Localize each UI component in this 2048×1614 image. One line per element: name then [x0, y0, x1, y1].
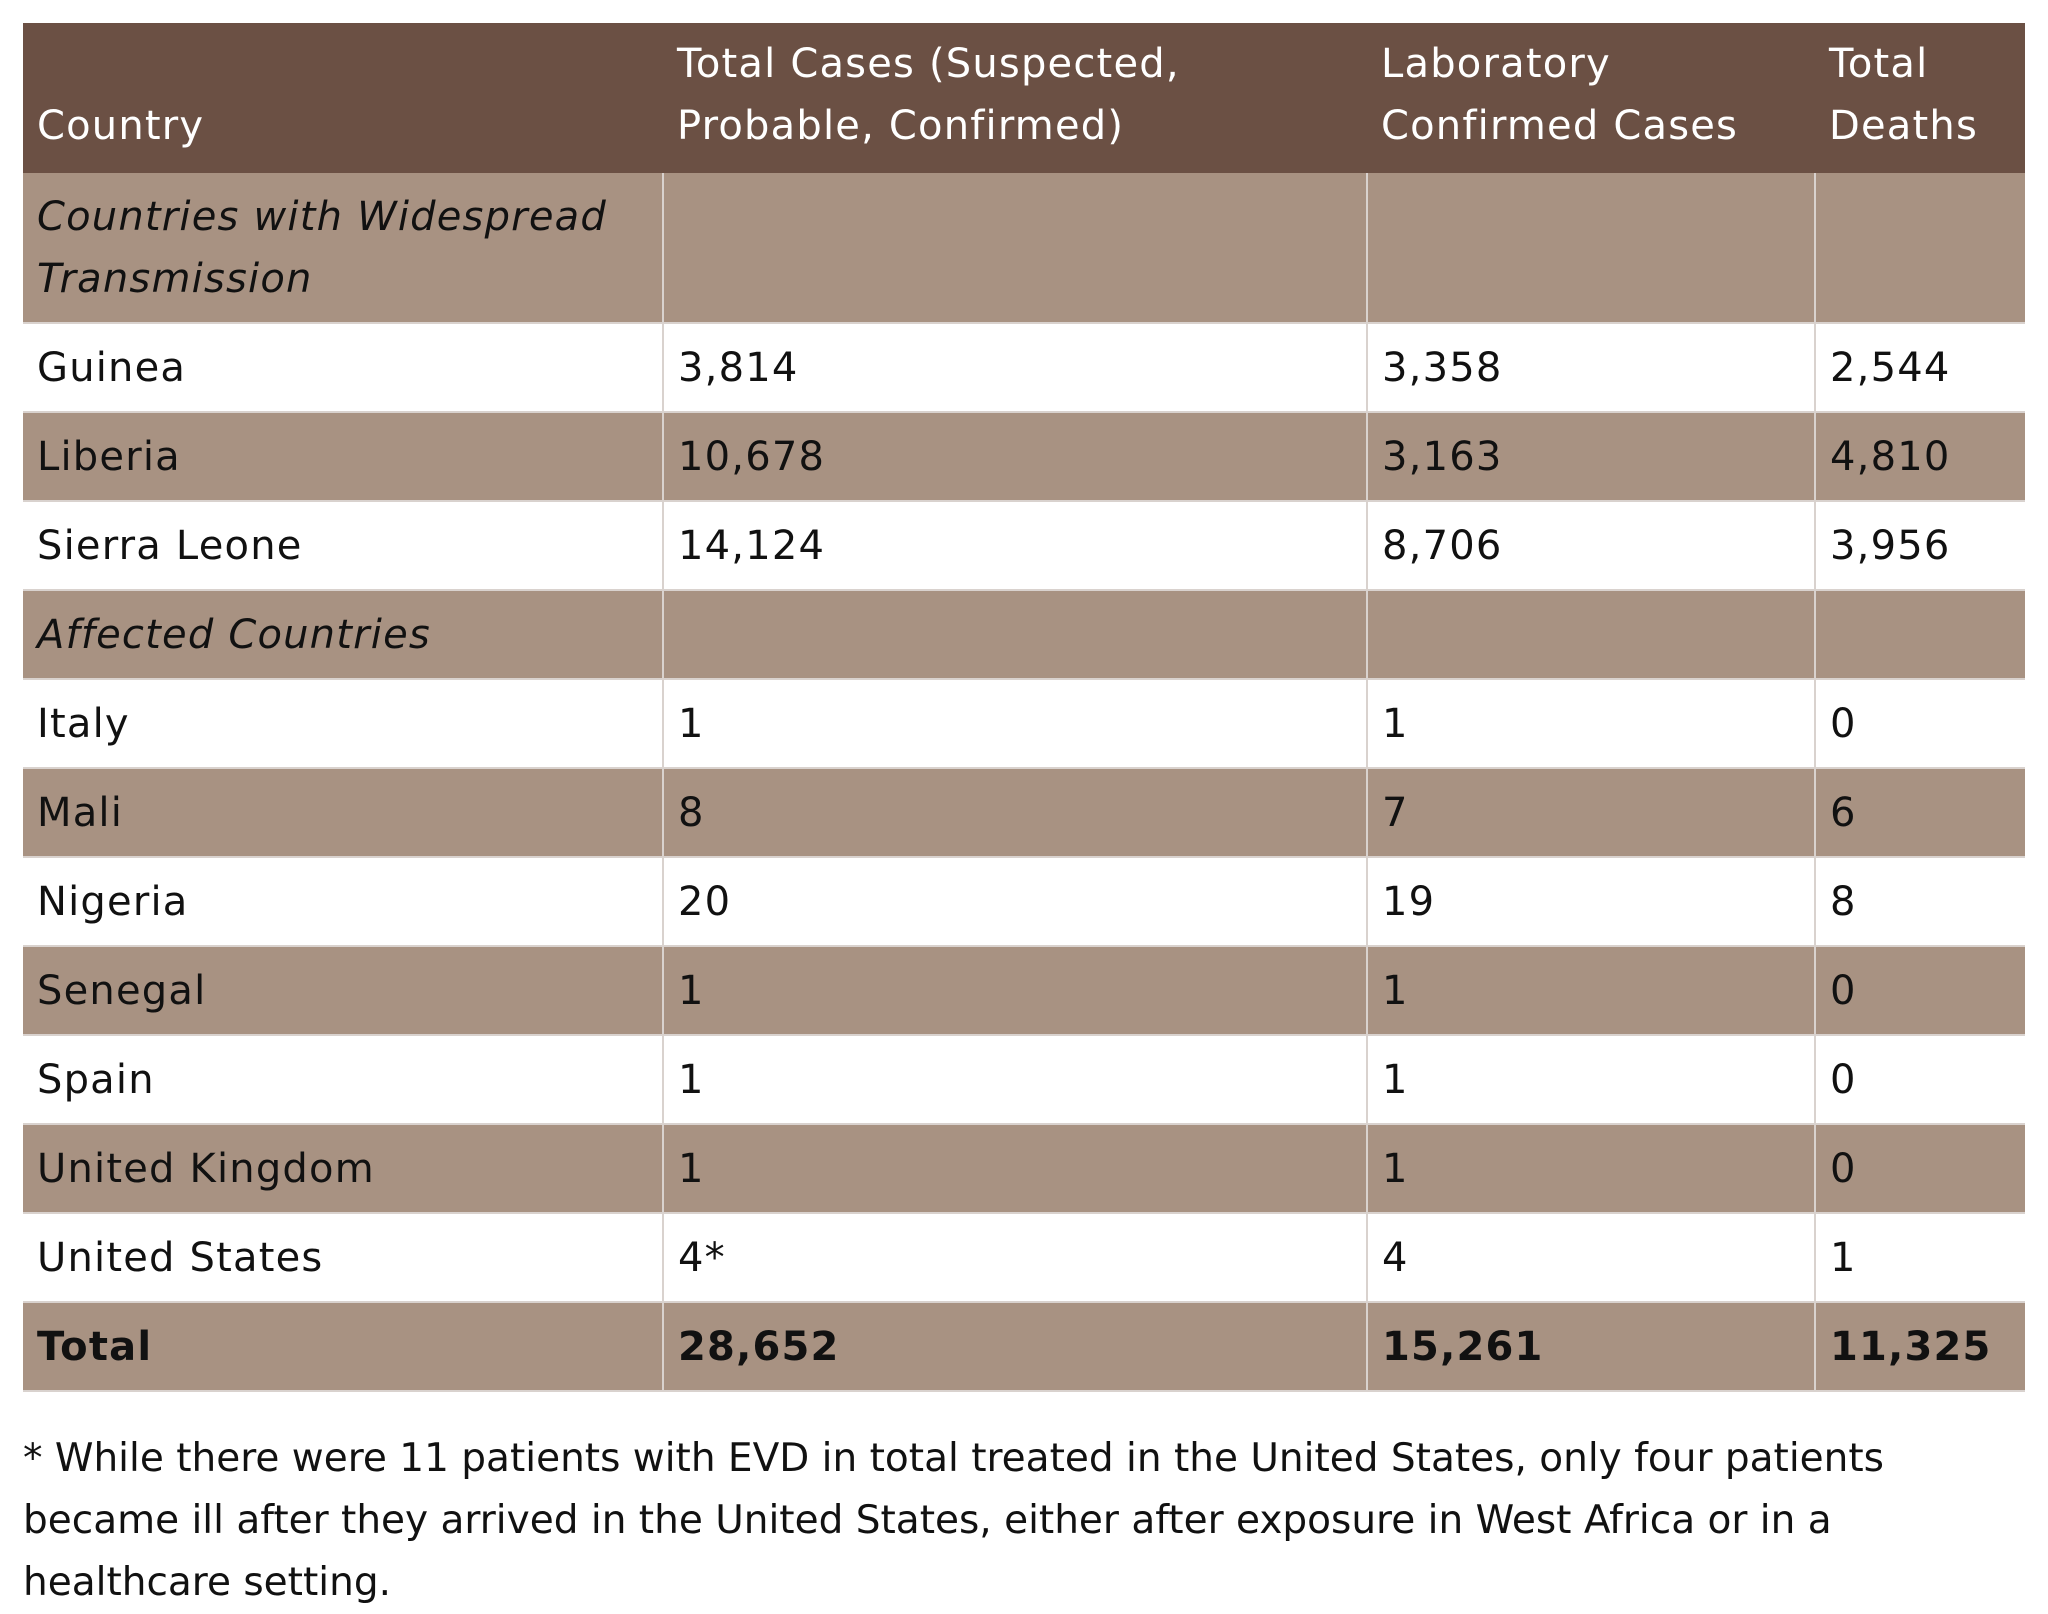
country-cell: Sierra Leone [23, 501, 664, 591]
country-cell: Nigeria [23, 857, 664, 947]
table-row: Mali 8 7 6 [23, 768, 2025, 858]
header-row: Country Total Cases (Suspected, Probable… [23, 23, 2025, 173]
lab-confirmed-cell: 3,163 [1367, 412, 1816, 502]
country-cell: Liberia [23, 412, 664, 502]
country-cell: Spain [23, 1035, 664, 1125]
table-row: Italy 1 1 0 [23, 679, 2025, 769]
country-cell: Senegal [23, 946, 664, 1036]
deaths-cell: 6 [1815, 768, 2025, 858]
empty-cell [1367, 590, 1816, 680]
total-cases-cell: 4* [663, 1213, 1368, 1303]
lab-confirmed-cell: 8,706 [1367, 501, 1816, 591]
group-label: Affected Countries [23, 590, 664, 680]
total-cases-cell: 10,678 [663, 412, 1368, 502]
header-total-deaths: Total Deaths [1815, 23, 2025, 173]
lab-confirmed-cell: 7 [1367, 768, 1816, 858]
country-cell: Guinea [23, 323, 664, 413]
table-row: United Kingdom 1 1 0 [23, 1124, 2025, 1214]
total-cases-cell: 1 [663, 1124, 1368, 1214]
lab-confirmed-cell: 1 [1367, 1035, 1816, 1125]
group-row-affected: Affected Countries [23, 590, 2025, 680]
lab-confirmed-sum: 15,261 [1367, 1302, 1816, 1392]
country-cell: United States [23, 1213, 664, 1303]
group-label: Countries with Widespread Transmission [23, 173, 664, 324]
total-cases-cell: 3,814 [663, 323, 1368, 413]
deaths-cell: 8 [1815, 857, 2025, 947]
table-row: Guinea 3,814 3,358 2,544 [23, 323, 2025, 413]
group-row-widespread: Countries with Widespread Transmission [23, 173, 2025, 324]
deaths-cell: 1 [1815, 1213, 2025, 1303]
total-label: Total [23, 1302, 664, 1392]
table-row: Liberia 10,678 3,163 4,810 [23, 412, 2025, 502]
footnote: * While there were 11 patients with EVD … [23, 1436, 1884, 1605]
deaths-cell: 2,544 [1815, 323, 2025, 413]
lab-confirmed-cell: 4 [1367, 1213, 1816, 1303]
empty-cell [1815, 590, 2025, 680]
table-row: Spain 1 1 0 [23, 1035, 2025, 1125]
header-lab-confirmed: Laboratory Confirmed Cases [1367, 23, 1815, 173]
total-cases-sum: 28,652 [663, 1302, 1368, 1392]
total-cases-cell: 8 [663, 768, 1368, 858]
deaths-cell: 0 [1815, 946, 2025, 1036]
empty-cell [663, 590, 1368, 680]
lab-confirmed-cell: 1 [1367, 679, 1816, 769]
empty-cell [1367, 173, 1816, 324]
country-cell: Italy [23, 679, 664, 769]
empty-cell [1815, 173, 2025, 324]
table-row: Senegal 1 1 0 [23, 946, 2025, 1036]
table-row: United States 4* 4 1 [23, 1213, 2025, 1303]
table-container: Country Total Cases (Suspected, Probable… [23, 23, 2025, 1392]
empty-cell [663, 173, 1368, 324]
total-cases-cell: 20 [663, 857, 1368, 947]
lab-confirmed-cell: 3,358 [1367, 323, 1816, 413]
deaths-cell: 0 [1815, 1035, 2025, 1125]
country-cell: Mali [23, 768, 664, 858]
table-row: Sierra Leone 14,124 8,706 3,956 [23, 501, 2025, 591]
total-row: Total 28,652 15,261 11,325 [23, 1302, 2025, 1392]
deaths-cell: 0 [1815, 1124, 2025, 1214]
header-total-cases: Total Cases (Suspected, Probable, Confir… [663, 23, 1367, 173]
total-cases-cell: 1 [663, 1035, 1368, 1125]
deaths-sum: 11,325 [1815, 1302, 2025, 1392]
table-row: Nigeria 20 19 8 [23, 857, 2025, 947]
country-cell: United Kingdom [23, 1124, 664, 1214]
deaths-cell: 3,956 [1815, 501, 2025, 591]
total-cases-cell: 1 [663, 679, 1368, 769]
header-country: Country [23, 23, 663, 173]
ebola-cases-table: Country Total Cases (Suspected, Probable… [23, 23, 2025, 1392]
total-cases-cell: 14,124 [663, 501, 1368, 591]
lab-confirmed-cell: 1 [1367, 1124, 1816, 1214]
lab-confirmed-cell: 19 [1367, 857, 1816, 947]
deaths-cell: 0 [1815, 679, 2025, 769]
lab-confirmed-cell: 1 [1367, 946, 1816, 1036]
total-cases-cell: 1 [663, 946, 1368, 1036]
deaths-cell: 4,810 [1815, 412, 2025, 502]
